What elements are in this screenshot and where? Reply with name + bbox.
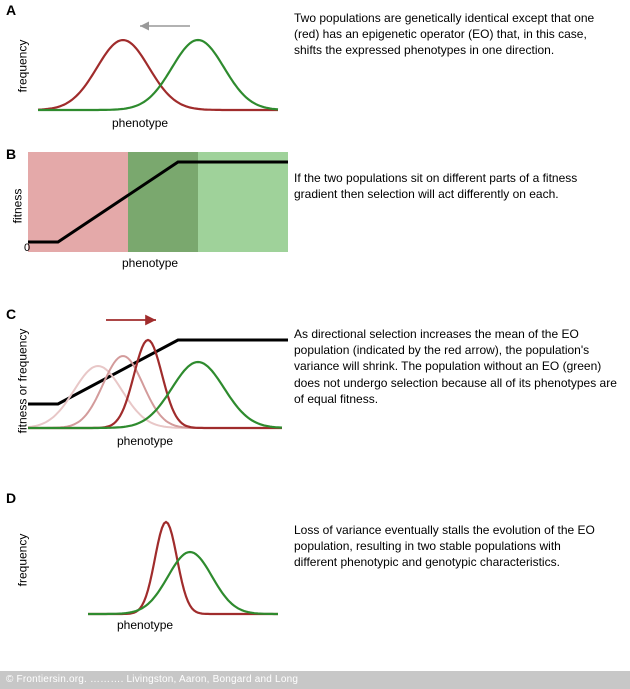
- attribution-bar: © Frontiersin.org. ………. Livingston, Aaro…: [0, 671, 630, 689]
- panel-b-chart: fitness 0 phenotype: [2, 144, 282, 274]
- curve-red: [38, 40, 278, 110]
- panel-a-desc: Two populations are genetically identica…: [282, 4, 612, 59]
- panel-c-curves: [28, 340, 282, 428]
- panel-b-ylabel: fitness: [10, 189, 24, 224]
- panel-d: D frequency phenotype Loss of variance e…: [0, 488, 630, 658]
- panel-b-desc: If the two populations sit on different …: [282, 144, 602, 202]
- panel-b-zero: 0: [24, 242, 30, 254]
- curve-green: [28, 362, 282, 428]
- panel-d-xlabel: phenotype: [117, 618, 173, 632]
- panel-b-xlabel: phenotype: [122, 256, 178, 270]
- curve-faded2: [28, 356, 282, 428]
- panel-c-desc: As directional selection increases the m…: [282, 304, 622, 407]
- panel-d-chart: frequency phenotype: [2, 488, 282, 638]
- panel-a-xlabel: phenotype: [112, 116, 168, 130]
- curve-faded1: [28, 366, 282, 428]
- band-2: [198, 152, 288, 252]
- band-0: [28, 152, 128, 252]
- panel-c: C fitness or frequency phenotype As dire…: [0, 304, 630, 474]
- panel-a-chart: frequency phenotype: [2, 4, 282, 134]
- panel-b: B fitness 0 phenotype If the two populat…: [0, 144, 630, 294]
- band-1: [128, 152, 198, 252]
- panel-a: A frequency phenotype Two populations ar…: [0, 0, 630, 140]
- panel-c-chart: fitness or frequency phenotype: [2, 304, 282, 454]
- panel-d-curves: [88, 522, 278, 614]
- panel-c-xlabel: phenotype: [117, 434, 173, 448]
- panel-d-desc: Loss of variance eventually stalls the e…: [282, 488, 602, 571]
- fitness-line-c: [28, 340, 288, 404]
- curve-red: [88, 522, 278, 614]
- panel-a-curves: [38, 40, 278, 110]
